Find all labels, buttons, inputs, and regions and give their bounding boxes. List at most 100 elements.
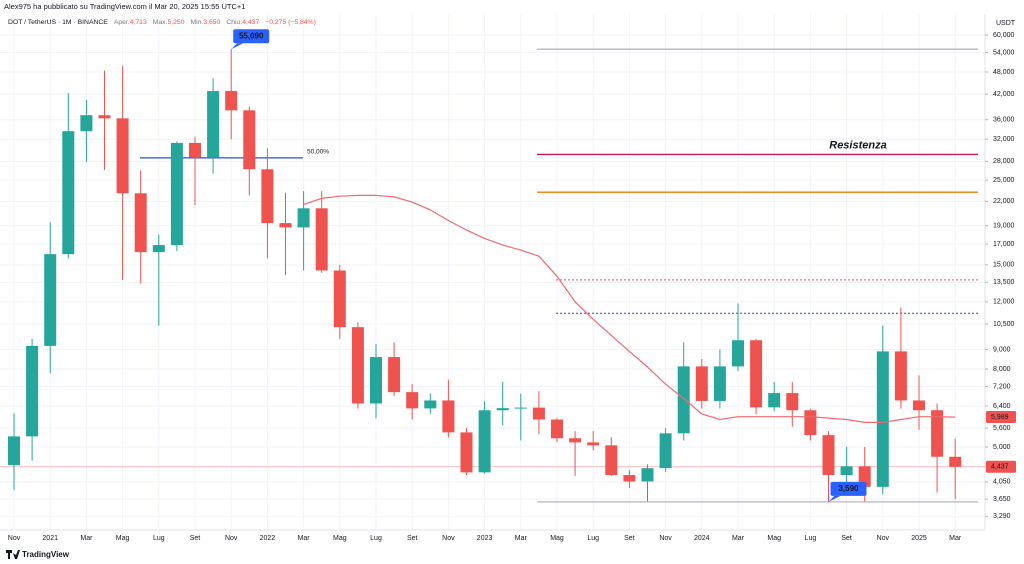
x-tick-label: Mar: [515, 535, 528, 542]
candle-body: [732, 340, 744, 367]
candle-body: [62, 131, 75, 255]
y-tick-label: 15,000: [993, 262, 1015, 269]
candle-body: [514, 407, 527, 409]
x-tick-label: Mar: [949, 535, 962, 542]
x-tick-label: Nov: [877, 535, 890, 542]
candle-body: [243, 110, 256, 170]
y-tick-label: 60,000: [993, 32, 1015, 39]
x-tick-label: 2025: [911, 535, 927, 542]
candle-body: [840, 466, 853, 476]
y-tick-label: 22,000: [993, 198, 1015, 205]
x-tick-label: Nov: [442, 535, 455, 542]
candle-body: [750, 340, 763, 408]
y-tick-label: 5,600: [993, 425, 1011, 432]
candle-body: [225, 91, 238, 111]
level-label: Resistenza: [829, 139, 886, 151]
info-value: 4,437: [242, 19, 259, 26]
x-tick-label: Lug: [587, 535, 599, 542]
x-tick-label: 2022: [260, 535, 276, 542]
candle-body: [949, 456, 962, 467]
candle-body: [261, 169, 274, 224]
candle-body: [858, 466, 871, 487]
y-tick-label: 54,000: [993, 49, 1015, 56]
callout-pointer: [231, 43, 244, 50]
x-tick-label: Mag: [767, 535, 781, 542]
price-label-box: [986, 411, 1016, 424]
y-tick-label: 28,000: [993, 158, 1015, 165]
y-tick-label: 19,000: [993, 223, 1015, 230]
candle-body: [587, 442, 600, 446]
candle-body: [876, 351, 889, 487]
candle-body: [496, 408, 509, 411]
y-tick-label: 36,000: [993, 117, 1015, 124]
y-tick-label: 10,500: [993, 321, 1015, 328]
candle-body: [768, 393, 781, 408]
candle-body: [786, 393, 799, 411]
price-label-box: [986, 460, 1016, 473]
author-line: Alex975 ha pubblicato su TradingView.com…: [4, 2, 245, 11]
candle-body: [333, 270, 346, 328]
candle-body: [279, 223, 292, 228]
x-tick-label: Mag: [116, 535, 130, 542]
callout-box: [830, 481, 867, 496]
y-tick-label: 4,050: [993, 479, 1011, 486]
info-key: Aper.: [114, 19, 130, 26]
logo-icon: [6, 550, 20, 559]
candle-body: [804, 410, 817, 436]
info-key: Min.: [190, 19, 203, 26]
price-label: 5,989: [991, 414, 1009, 421]
x-tick-label: Mar: [298, 535, 311, 542]
moving-average: [303, 194, 956, 423]
candle-body: [424, 400, 437, 409]
y-tick-label: 7,200: [993, 383, 1011, 390]
symbol: DOT / TetherUS · 1M · BINANCE: [8, 19, 108, 26]
candle-body: [894, 351, 907, 401]
candle-body: [605, 445, 618, 476]
candle-body: [80, 115, 93, 132]
x-tick-label: Mag: [550, 535, 564, 542]
candle-body: [8, 436, 20, 466]
y-tick-label: 6,400: [993, 403, 1011, 410]
candle-body: [170, 142, 183, 246]
candle-body: [98, 115, 111, 119]
x-tick-label: Set: [841, 535, 852, 542]
candle-body: [478, 410, 491, 473]
x-tick-label: 2021: [42, 535, 58, 542]
candle-body: [641, 468, 654, 482]
candle-body: [442, 400, 455, 433]
y-tick-label: 5,000: [993, 444, 1011, 451]
x-tick-label: 2024: [694, 535, 710, 542]
candle-body: [913, 400, 925, 411]
info-key: Max.: [153, 19, 168, 26]
candle-body: [134, 193, 147, 253]
callout-pointer: [828, 495, 841, 502]
candle-body: [351, 327, 364, 404]
candle-body: [532, 407, 545, 420]
x-tick-label: Mar: [80, 535, 93, 542]
y-tick-label: 32,000: [993, 136, 1015, 143]
x-tick-label: Lug: [805, 535, 817, 542]
callout-label: 55,090: [239, 31, 264, 40]
x-tick-label: Nov: [659, 535, 672, 542]
y-tick-label: 8,000: [993, 366, 1011, 373]
y-tick-label: 25,000: [993, 177, 1015, 184]
callout-box: [233, 29, 270, 44]
y-tick-label: 48,000: [993, 69, 1015, 76]
candle-body: [406, 392, 419, 409]
candle-body: [713, 366, 726, 401]
candle-body: [931, 410, 944, 457]
y-tick-label: 42,000: [993, 91, 1015, 98]
info-value: 4,713: [130, 19, 147, 26]
info-value: 3,650: [203, 19, 220, 26]
candle-body: [152, 245, 165, 253]
level-label: 50,00%: [307, 149, 329, 156]
candle-body: [822, 435, 835, 476]
price-label: 4,437: [991, 464, 1009, 471]
candle-body: [116, 118, 129, 194]
x-tick-label: Set: [190, 535, 201, 542]
symbol-line: DOT / TetherUS · 1M · BINANCE Aper.4,713 M…: [8, 19, 316, 26]
grid: [0, 14, 985, 530]
candle-body: [569, 438, 582, 443]
x-tick-label: Set: [624, 535, 635, 542]
candle-body: [370, 357, 382, 404]
